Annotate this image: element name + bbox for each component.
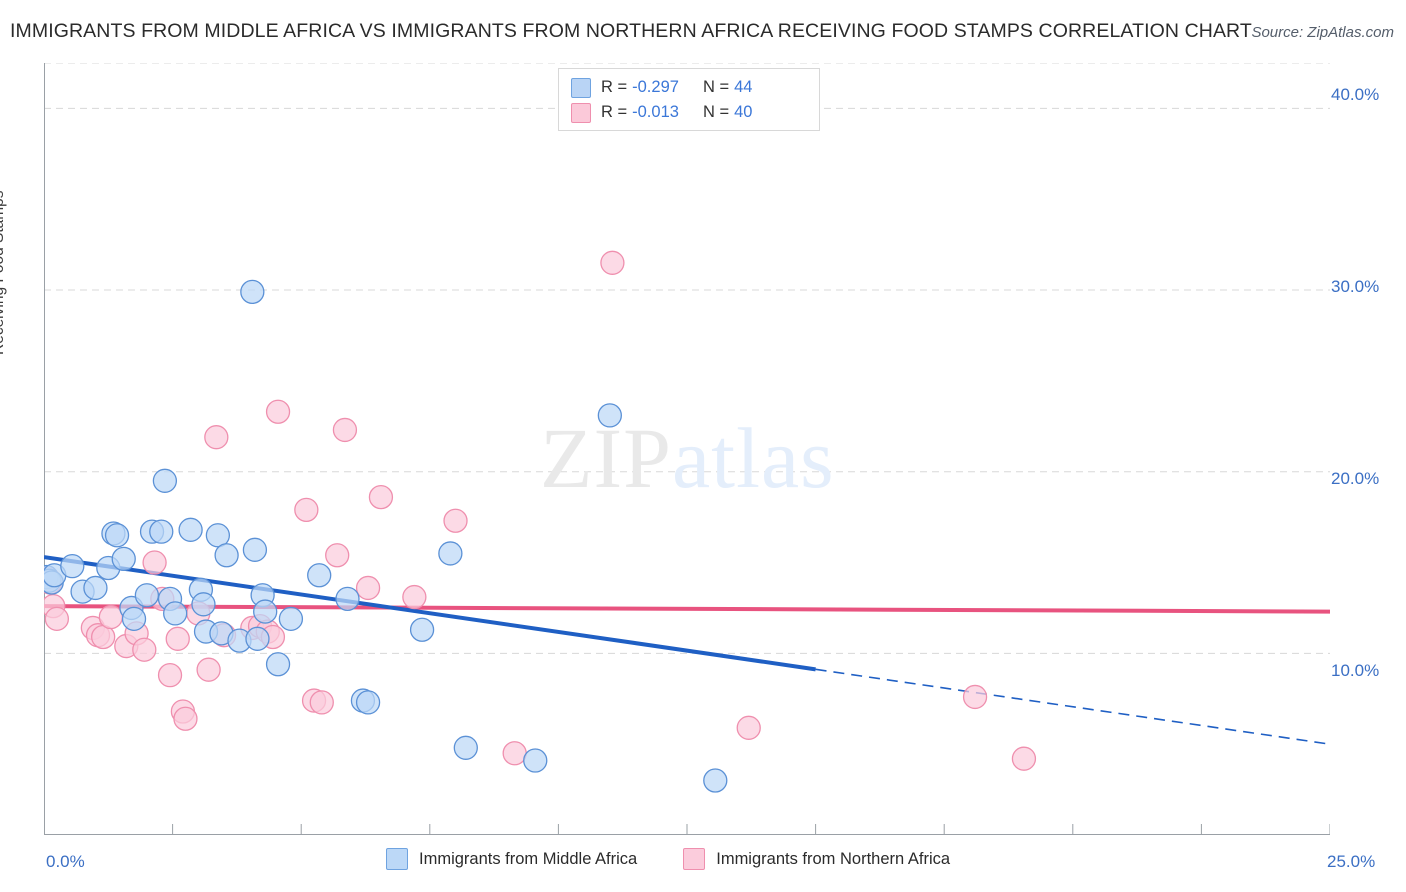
y-tick-label-30: 30.0%	[1331, 277, 1380, 296]
n-value-blue: 44	[734, 78, 753, 96]
r-label-pink: R =	[601, 103, 628, 121]
scatter-points-northern-africa	[44, 250, 1037, 771]
source-attribution: Source: ZipAtlas.com	[1251, 24, 1394, 41]
legend-label-northern-africa: Immigrants from Northern Africa	[716, 849, 951, 868]
y-axis-title: Receiving Food Stamps	[0, 190, 7, 355]
plot-canvas	[44, 63, 1330, 835]
stats-row-middle-africa: R = -0.297 N = 44	[571, 75, 809, 100]
r-label-blue: R =	[601, 78, 628, 96]
n-label-pink: N =	[702, 103, 730, 121]
y-tick-label-10: 10.0%	[1331, 661, 1380, 680]
plot-area	[44, 63, 1330, 835]
x-tick-label-max: 25.0%	[1327, 852, 1376, 871]
legend-label-middle-africa: Immigrants from Middle Africa	[419, 849, 638, 868]
pink-square-icon	[571, 102, 591, 123]
n-label-blue: N =	[702, 78, 730, 96]
legend-item-northern-africa[interactable]: Immigrants from Northern Africa	[683, 848, 950, 870]
statistics-legend: R = -0.297 N = 44 R = -0.013 N = 40	[558, 68, 820, 131]
axis-lines	[44, 63, 1330, 835]
page-title: IMMIGRANTS FROM MIDDLE AFRICA VS IMMIGRA…	[10, 20, 1252, 42]
legend-item-middle-africa[interactable]: Immigrants from Middle Africa	[386, 848, 637, 870]
blue-square-icon	[571, 77, 591, 98]
r-value-pink: -0.013	[632, 103, 679, 121]
r-value-blue: -0.297	[632, 78, 679, 96]
stats-row-northern-africa: R = -0.013 N = 40	[571, 100, 809, 125]
gridlines	[44, 63, 1330, 654]
n-value-pink: 40	[734, 103, 753, 121]
scatter-points-middle-africa	[44, 279, 728, 793]
x-tick-label-min: 0.0%	[46, 852, 85, 871]
y-tick-label-20: 20.0%	[1331, 469, 1380, 488]
x-axis-ticks	[44, 824, 1330, 835]
y-tick-label-40: 40.0%	[1331, 85, 1380, 104]
legend-swatch-middle-africa	[386, 848, 408, 870]
legend-swatch-northern-africa	[683, 848, 706, 870]
series-legend: Immigrants from Middle Africa Immigrants…	[386, 848, 950, 870]
